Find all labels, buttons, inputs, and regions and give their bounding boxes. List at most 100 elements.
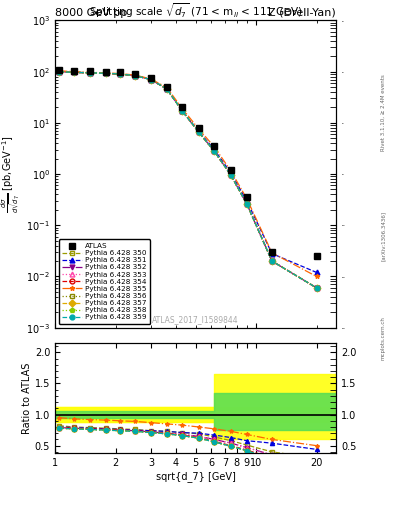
Pythia 6.428 359 xyxy=(57,69,62,75)
Pythia 6.428 356 xyxy=(165,86,169,92)
ATLAS xyxy=(314,253,319,259)
Pythia 6.428 358 xyxy=(229,172,233,178)
Pythia 6.428 356 xyxy=(133,73,138,79)
Pythia 6.428 355 xyxy=(244,196,249,202)
Pythia 6.428 357 xyxy=(57,69,62,75)
Pythia 6.428 358 xyxy=(180,108,185,114)
Pythia 6.428 351 xyxy=(196,129,201,135)
Pythia 6.428 354 xyxy=(314,285,319,291)
Pythia 6.428 351 xyxy=(149,76,153,82)
Pythia 6.428 358 xyxy=(104,70,109,76)
ATLAS xyxy=(88,68,93,74)
Pythia 6.428 352 xyxy=(270,258,274,264)
Pythia 6.428 350 xyxy=(196,130,201,136)
ATLAS xyxy=(72,68,77,74)
Bar xyxy=(55,407,336,422)
Pythia 6.428 354 xyxy=(229,172,233,178)
Pythia 6.428 353 xyxy=(244,201,249,207)
ATLAS xyxy=(133,71,138,77)
Pythia 6.428 356 xyxy=(72,69,77,75)
Pythia 6.428 353 xyxy=(180,108,185,114)
Pythia 6.428 356 xyxy=(229,172,233,178)
Pythia 6.428 351 xyxy=(314,269,319,275)
Pythia 6.428 353 xyxy=(314,285,319,291)
Pythia 6.428 351 xyxy=(180,108,185,114)
Pythia 6.428 352 xyxy=(229,172,233,178)
Pythia 6.428 358 xyxy=(314,285,319,291)
Pythia 6.428 355 xyxy=(196,126,201,132)
Pythia 6.428 355 xyxy=(118,71,122,77)
Pythia 6.428 357 xyxy=(72,69,77,75)
Line: Pythia 6.428 359: Pythia 6.428 359 xyxy=(57,69,319,290)
Pythia 6.428 359 xyxy=(133,73,138,79)
Pythia 6.428 354 xyxy=(118,71,122,77)
Pythia 6.428 355 xyxy=(88,69,93,75)
Pythia 6.428 351 xyxy=(104,70,109,76)
Pythia 6.428 352 xyxy=(212,148,217,154)
Pythia 6.428 350 xyxy=(180,108,185,114)
Pythia 6.428 357 xyxy=(104,70,109,76)
Pythia 6.428 351 xyxy=(244,198,249,204)
Line: Pythia 6.428 351: Pythia 6.428 351 xyxy=(57,69,319,275)
Pythia 6.428 357 xyxy=(270,258,274,264)
Pythia 6.428 353 xyxy=(229,172,233,178)
Pythia 6.428 359 xyxy=(165,86,169,92)
Pythia 6.428 359 xyxy=(196,130,201,136)
Pythia 6.428 352 xyxy=(104,70,109,76)
Line: Pythia 6.428 350: Pythia 6.428 350 xyxy=(57,69,319,290)
Pythia 6.428 355 xyxy=(165,84,169,91)
Pythia 6.428 355 xyxy=(104,70,109,76)
Pythia 6.428 357 xyxy=(165,86,169,92)
ATLAS xyxy=(118,69,122,75)
Pythia 6.428 354 xyxy=(104,70,109,76)
Pythia 6.428 353 xyxy=(133,73,138,79)
Pythia 6.428 359 xyxy=(88,70,93,76)
Pythia 6.428 354 xyxy=(212,148,217,154)
Pythia 6.428 355 xyxy=(314,273,319,280)
Y-axis label: $\frac{d\sigma}{d\sqrt{d_7}}$ [pb,GeV$^{-1}$]: $\frac{d\sigma}{d\sqrt{d_7}}$ [pb,GeV$^{… xyxy=(0,135,24,213)
Pythia 6.428 351 xyxy=(57,69,62,75)
Pythia 6.428 352 xyxy=(118,71,122,77)
Pythia 6.428 354 xyxy=(72,69,77,75)
Pythia 6.428 350 xyxy=(104,70,109,76)
Pythia 6.428 350 xyxy=(72,69,77,75)
Pythia 6.428 359 xyxy=(180,108,185,114)
ATLAS xyxy=(165,84,169,90)
Pythia 6.428 350 xyxy=(314,285,319,291)
Pythia 6.428 358 xyxy=(149,76,153,82)
Pythia 6.428 356 xyxy=(270,258,274,264)
Pythia 6.428 350 xyxy=(118,71,122,77)
Pythia 6.428 356 xyxy=(244,201,249,207)
Pythia 6.428 354 xyxy=(180,108,185,114)
Pythia 6.428 357 xyxy=(229,172,233,178)
Pythia 6.428 354 xyxy=(196,130,201,136)
Pythia 6.428 350 xyxy=(57,69,62,75)
Pythia 6.428 353 xyxy=(165,86,169,92)
Pythia 6.428 358 xyxy=(133,73,138,79)
Pythia 6.428 354 xyxy=(244,201,249,207)
Pythia 6.428 357 xyxy=(314,285,319,291)
Pythia 6.428 357 xyxy=(180,108,185,114)
Pythia 6.428 350 xyxy=(133,73,138,79)
Y-axis label: Ratio to ATLAS: Ratio to ATLAS xyxy=(22,362,32,434)
ATLAS xyxy=(104,69,109,75)
X-axis label: sqrt{d_7} [GeV]: sqrt{d_7} [GeV] xyxy=(156,471,235,482)
Line: Pythia 6.428 358: Pythia 6.428 358 xyxy=(57,69,319,290)
Pythia 6.428 355 xyxy=(229,168,233,174)
Pythia 6.428 359 xyxy=(104,70,109,76)
ATLAS xyxy=(57,67,62,73)
Line: Pythia 6.428 355: Pythia 6.428 355 xyxy=(57,69,319,279)
Legend: ATLAS, Pythia 6.428 350, Pythia 6.428 351, Pythia 6.428 352, Pythia 6.428 353, P: ATLAS, Pythia 6.428 350, Pythia 6.428 35… xyxy=(59,240,151,324)
Pythia 6.428 357 xyxy=(88,70,93,76)
Pythia 6.428 358 xyxy=(244,201,249,207)
Pythia 6.428 359 xyxy=(270,258,274,264)
Pythia 6.428 353 xyxy=(270,258,274,264)
Text: [arXiv:1306.3436]: [arXiv:1306.3436] xyxy=(381,210,386,261)
Line: Pythia 6.428 354: Pythia 6.428 354 xyxy=(57,69,319,290)
Pythia 6.428 350 xyxy=(270,258,274,264)
Pythia 6.428 358 xyxy=(72,69,77,75)
Pythia 6.428 355 xyxy=(133,72,138,78)
Pythia 6.428 351 xyxy=(270,250,274,257)
Pythia 6.428 354 xyxy=(270,258,274,264)
Line: ATLAS: ATLAS xyxy=(56,66,320,260)
